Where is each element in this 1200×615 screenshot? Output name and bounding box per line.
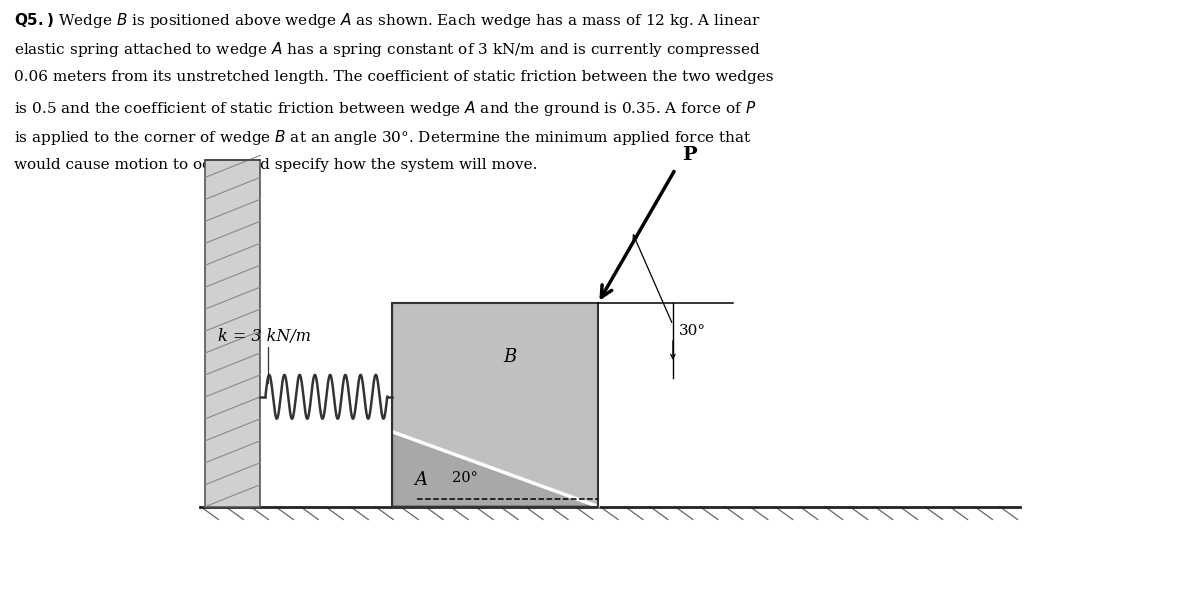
- Text: 30°: 30°: [679, 324, 706, 338]
- Bar: [205, 161, 260, 507]
- Text: 20°: 20°: [452, 470, 478, 485]
- Text: would cause motion to occur and specify how the system will move.: would cause motion to occur and specify …: [13, 158, 538, 172]
- Polygon shape: [392, 432, 598, 507]
- Text: elastic spring attached to wedge $A$ has a spring constant of 3 kN/m and is curr: elastic spring attached to wedge $A$ has…: [13, 40, 761, 59]
- Text: k = 3 kN/m: k = 3 kN/m: [218, 328, 311, 346]
- Text: is 0.5 and the coefficient of static friction between wedge $A$ and the ground i: is 0.5 and the coefficient of static fri…: [13, 99, 756, 118]
- Text: P: P: [683, 146, 697, 164]
- Text: is applied to the corner of wedge $B$ at an angle 30°. Determine the minimum app: is applied to the corner of wedge $B$ at…: [13, 129, 751, 148]
- Text: $\mathbf{Q5.)}$ Wedge $B$ is positioned above wedge $A$ as shown. Each wedge has: $\mathbf{Q5.)}$ Wedge $B$ is positioned …: [13, 10, 761, 30]
- Text: B: B: [504, 349, 517, 367]
- Polygon shape: [392, 303, 598, 507]
- Text: A: A: [414, 470, 427, 488]
- Text: 0.06 meters from its unstretched length. The coefficient of static friction betw: 0.06 meters from its unstretched length.…: [13, 69, 773, 84]
